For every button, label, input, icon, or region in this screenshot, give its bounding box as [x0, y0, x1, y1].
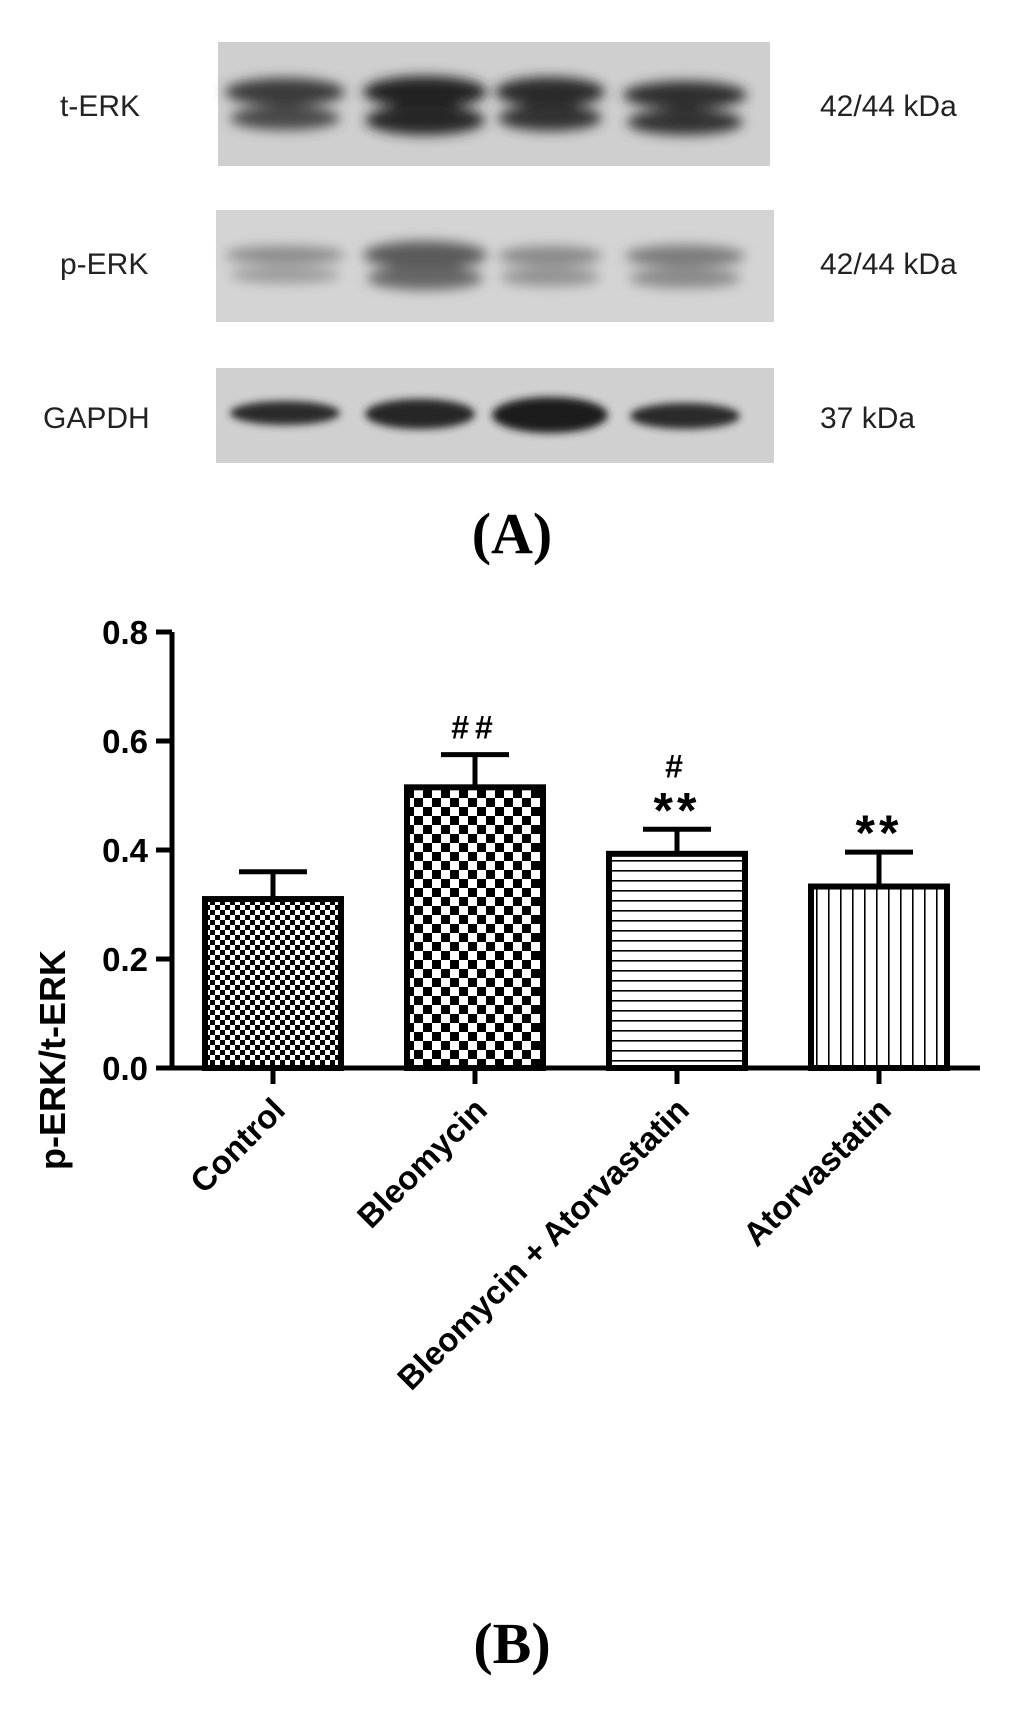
- y-tick-label: 0.0: [102, 1050, 148, 1087]
- y-tick-label: 0.4: [102, 832, 149, 869]
- bar-chart: p-ERK/t-ERK 0.0 0.2 0.4 0.6 0.8 Control Bleomy…: [32, 614, 980, 1397]
- significance-annotation: #: [665, 748, 689, 784]
- western-blot-panel: t-ERK 42/44 kDa p-ERK 42/44 kDa GAPDH 37…: [43, 42, 957, 463]
- x-tick-label: Bleomycin: [350, 1091, 494, 1235]
- significance-annotation: **: [856, 805, 903, 861]
- bar: [202, 896, 344, 1071]
- blot-kda-gapdh: 37 kDa: [820, 402, 915, 435]
- y-tick-label: 0.2: [102, 941, 148, 978]
- bar: [404, 784, 546, 1071]
- significance-annotation: ##: [451, 710, 499, 746]
- blot-label-gapdh: GAPDH: [43, 402, 150, 435]
- blot-kda-p-erk: 42/44 kDa: [820, 248, 957, 281]
- panel-a-label: (A): [471, 501, 553, 566]
- blot-label-p-erk: p-ERK: [60, 248, 148, 281]
- panel-b-label: (B): [473, 1611, 551, 1676]
- bar: [808, 883, 950, 1072]
- y-tick-label: 0.6: [102, 723, 148, 760]
- p-erk-blot-strip: [216, 210, 774, 322]
- bar: [606, 850, 748, 1071]
- gapdh-blot-strip: [216, 368, 774, 463]
- blot-label-t-erk: t-ERK: [60, 90, 140, 123]
- significance-annotation: **: [654, 782, 701, 838]
- t-erk-blot-strip: [218, 42, 770, 166]
- y-axis-label: p-ERK/t-ERK: [32, 950, 73, 1170]
- x-tick-label: Atorvastatin: [736, 1091, 898, 1253]
- y-tick-label: 0.8: [102, 614, 148, 651]
- x-tick-label: Control: [183, 1091, 292, 1200]
- blot-kda-t-erk: 42/44 kDa: [820, 90, 957, 123]
